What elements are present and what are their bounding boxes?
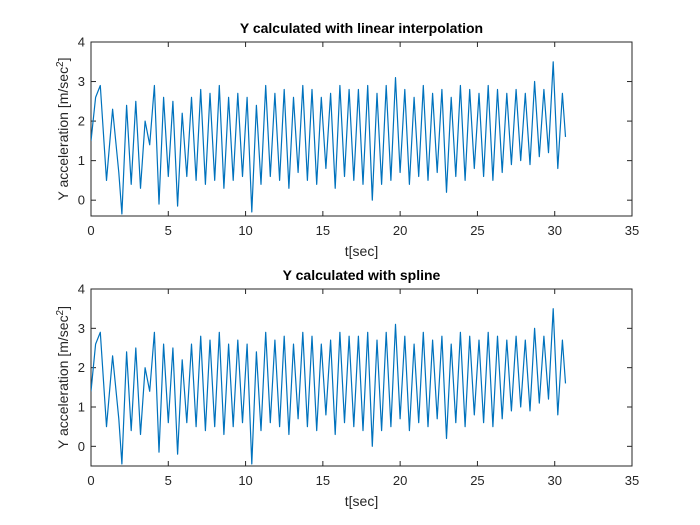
y-axis-label: Y acceleration [m/sec2]: [55, 306, 72, 449]
y-tick-label: 1: [78, 153, 85, 168]
y-axis-label-superscript: 2: [55, 309, 66, 315]
y-tick-label: 4: [78, 282, 85, 297]
y-axis-label-end: ]: [55, 306, 71, 310]
chart-title: Y calculated with spline: [283, 267, 441, 283]
x-tick-label: 20: [393, 473, 407, 488]
y-ticks: 0 1 2 3 4: [78, 282, 632, 454]
x-axis-label: t[sec]: [345, 243, 378, 259]
x-axis-label: t[sec]: [345, 493, 378, 509]
y-tick-label: 0: [78, 193, 85, 208]
series-line: [91, 61, 567, 215]
x-tick-label: 0: [87, 473, 94, 488]
x-tick-label: 15: [316, 223, 330, 238]
axes-box: [90, 41, 633, 217]
chart-title: Y calculated with linear interpolation: [240, 20, 483, 36]
y-tick-label: 0: [78, 439, 85, 454]
y-axis-label-main: Y acceleration [m/sec: [55, 315, 71, 449]
x-tick-label: 30: [547, 473, 561, 488]
x-ticks: 0 5 10 15 20 25 30 35: [87, 289, 639, 488]
x-tick-label: 30: [547, 223, 561, 238]
axes-box: [90, 288, 633, 467]
y-tick-label: 2: [78, 114, 85, 129]
x-tick-label: 10: [238, 223, 252, 238]
y-tick-label: 1: [78, 400, 85, 415]
x-tick-label: 0: [87, 223, 94, 238]
x-tick-label: 35: [625, 473, 639, 488]
x-tick-label: 15: [316, 473, 330, 488]
y-axis-label-superscript: 2: [55, 61, 66, 67]
x-tick-label: 35: [625, 223, 639, 238]
y-axis-label-main: Y acceleration [m/sec: [55, 67, 71, 201]
subplot-linear-interpolation: Y calculated with linear interpolation t…: [55, 20, 640, 259]
series-line: [91, 308, 567, 465]
x-tick-label: 5: [165, 223, 172, 238]
y-tick-label: 3: [78, 74, 85, 89]
x-ticks: 0 5 10 15 20 25 30 35: [87, 42, 639, 238]
x-tick-label: 25: [470, 473, 484, 488]
series-layer: [91, 61, 567, 215]
y-tick-label: 4: [78, 35, 85, 50]
y-axis-label: Y acceleration [m/sec2]: [55, 57, 72, 200]
y-ticks: 0 1 2 3 4: [78, 35, 632, 208]
y-tick-label: 2: [78, 360, 85, 375]
x-tick-label: 10: [238, 473, 252, 488]
y-axis-label-end: ]: [55, 57, 71, 61]
x-tick-label: 20: [393, 223, 407, 238]
subplot-spline: Y calculated with spline t[sec] Y accele…: [55, 267, 640, 509]
y-tick-label: 3: [78, 321, 85, 336]
x-tick-label: 5: [165, 473, 172, 488]
x-tick-label: 25: [470, 223, 484, 238]
series-layer: [91, 308, 567, 465]
